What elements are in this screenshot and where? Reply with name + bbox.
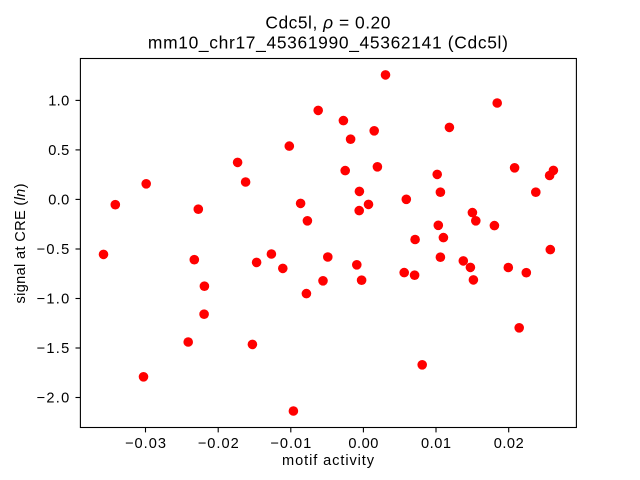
- svg-text:Cdc5l, ρ = 0.20: Cdc5l, ρ = 0.20: [265, 13, 390, 33]
- svg-text:−2.0: −2.0: [37, 391, 70, 407]
- svg-text:0.0: 0.0: [48, 193, 69, 209]
- svg-text:1.0: 1.0: [48, 94, 69, 110]
- svg-text:signal at CRE (ln): signal at CRE (ln): [13, 184, 29, 304]
- svg-text:motif activity: motif activity: [282, 453, 375, 469]
- svg-text:0.02: 0.02: [494, 436, 524, 452]
- svg-text:−1.5: −1.5: [37, 341, 70, 357]
- svg-text:−1.0: −1.0: [37, 292, 70, 308]
- svg-text:0.5: 0.5: [48, 143, 69, 159]
- svg-text:0.00: 0.00: [348, 436, 378, 452]
- svg-text:0.01: 0.01: [421, 436, 451, 452]
- svg-text:−0.5: −0.5: [37, 242, 70, 258]
- svg-text:−0.01: −0.01: [270, 436, 311, 452]
- svg-text:−0.03: −0.03: [125, 436, 166, 452]
- svg-text:mm10_chr17_45361990_45362141 (: mm10_chr17_45361990_45362141 (Cdc5l): [148, 33, 508, 53]
- svg-text:−0.02: −0.02: [198, 436, 239, 452]
